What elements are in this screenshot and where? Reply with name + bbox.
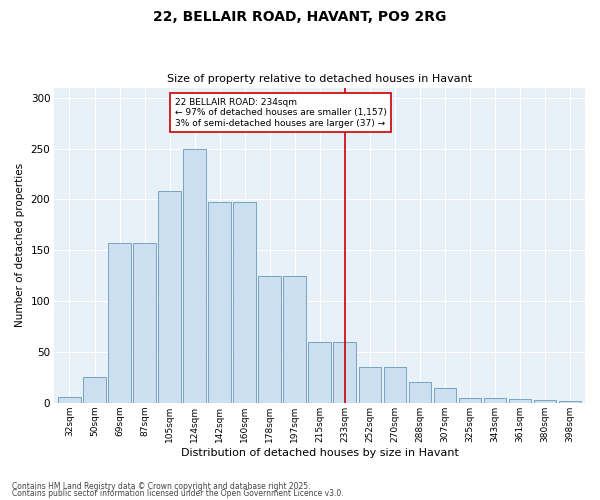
Bar	[409, 382, 431, 403]
Y-axis label: Number of detached properties: Number of detached properties	[15, 163, 25, 327]
Bar	[383, 367, 406, 403]
Bar	[559, 401, 581, 403]
Bar	[484, 398, 506, 403]
Bar	[359, 367, 381, 403]
Bar	[158, 192, 181, 403]
Bar	[233, 202, 256, 403]
Bar	[308, 342, 331, 403]
Text: Contains public sector information licensed under the Open Government Licence v3: Contains public sector information licen…	[12, 489, 344, 498]
Bar	[509, 398, 531, 403]
X-axis label: Distribution of detached houses by size in Havant: Distribution of detached houses by size …	[181, 448, 458, 458]
Bar	[334, 342, 356, 403]
Text: 22 BELLAIR ROAD: 234sqm
← 97% of detached houses are smaller (1,157)
3% of semi-: 22 BELLAIR ROAD: 234sqm ← 97% of detache…	[175, 98, 386, 128]
Bar	[108, 243, 131, 403]
Bar	[458, 398, 481, 403]
Bar	[184, 148, 206, 403]
Title: Size of property relative to detached houses in Havant: Size of property relative to detached ho…	[167, 74, 472, 84]
Text: 22, BELLAIR ROAD, HAVANT, PO9 2RG: 22, BELLAIR ROAD, HAVANT, PO9 2RG	[154, 10, 446, 24]
Bar	[133, 243, 156, 403]
Text: Contains HM Land Registry data © Crown copyright and database right 2025.: Contains HM Land Registry data © Crown c…	[12, 482, 311, 491]
Bar	[283, 276, 306, 403]
Bar	[259, 276, 281, 403]
Bar	[434, 388, 456, 403]
Bar	[83, 378, 106, 403]
Bar	[208, 202, 231, 403]
Bar	[533, 400, 556, 403]
Bar	[58, 396, 81, 403]
